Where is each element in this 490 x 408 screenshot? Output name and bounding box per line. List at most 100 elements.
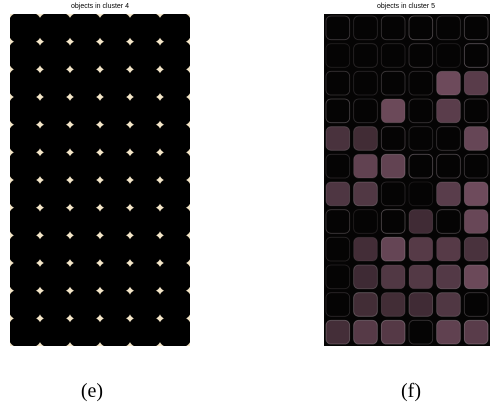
- mask-cell: [129, 40, 161, 71]
- mask-cell: [39, 206, 71, 237]
- mask-cell: [69, 123, 101, 154]
- mask-cell: [463, 70, 489, 96]
- mask-cell: [99, 68, 131, 98]
- mask-cell: [69, 68, 101, 98]
- mask-cell: [353, 98, 378, 124]
- mask-cell: [436, 126, 461, 151]
- mask-cell: [10, 123, 41, 154]
- mask-cell: [69, 14, 101, 43]
- mask-cell: [129, 96, 161, 126]
- mask-cell: [463, 209, 489, 234]
- panel-cluster-4: objects in cluster 4 (e): [0, 0, 200, 408]
- mask-cell: [129, 262, 161, 292]
- mask-cell: [39, 289, 71, 320]
- mask-cell: [353, 126, 378, 151]
- mask-cell: [159, 123, 190, 154]
- mask-cell: [353, 43, 378, 68]
- mask-cell: [436, 98, 461, 124]
- panel-e-title: objects in cluster 4: [71, 3, 129, 10]
- mask-cell: [69, 96, 101, 126]
- mask-cell: [436, 292, 461, 317]
- mask-cell: [69, 151, 101, 181]
- mask-cell: [463, 236, 489, 262]
- mask-cell: [380, 43, 406, 68]
- mask-cell: [436, 181, 461, 207]
- mask-cell: [69, 40, 101, 71]
- mask-cell: [39, 40, 71, 71]
- mask-cell: [99, 14, 131, 43]
- mask-cell: [129, 68, 161, 98]
- mask-cell: [380, 209, 406, 234]
- mask-cell: [10, 14, 41, 43]
- mask-cell: [353, 292, 378, 317]
- mask-cell: [159, 68, 190, 98]
- mask-cell: [159, 151, 190, 181]
- mask-cell: [159, 179, 190, 209]
- mask-cell: [129, 317, 161, 346]
- mask-cell: [380, 15, 406, 41]
- mask-cell: [380, 98, 406, 124]
- mask-cell: [159, 206, 190, 237]
- mask-cell: [325, 98, 351, 124]
- mask-cell: [69, 234, 101, 264]
- mask-cell: [39, 123, 71, 154]
- mask-cell: [463, 181, 489, 207]
- mask-cell: [99, 317, 131, 346]
- mask-cell: [380, 126, 406, 151]
- cluster-5-mask-image: [324, 14, 490, 346]
- mask-cell: [463, 15, 489, 41]
- panel-f-title: objects in cluster 5: [377, 3, 435, 10]
- mask-cell: [408, 292, 434, 317]
- mask-cell: [159, 40, 190, 71]
- mask-cell: [159, 262, 190, 292]
- mask-cell: [380, 181, 406, 207]
- mask-cell: [408, 98, 434, 124]
- mask-cell: [159, 14, 190, 43]
- mask-cell: [325, 15, 351, 41]
- mask-cell: [99, 151, 131, 181]
- mask-cell: [99, 206, 131, 237]
- cluster-4-mask-image: [10, 14, 190, 346]
- mask-cell: [69, 206, 101, 237]
- mask-cell: [380, 236, 406, 262]
- mask-cell: [10, 68, 41, 98]
- mask-cell: [129, 14, 161, 43]
- mask-cell: [408, 236, 434, 262]
- mask-cell: [10, 179, 41, 209]
- mask-cell: [380, 70, 406, 96]
- mask-cell: [39, 234, 71, 264]
- mask-cell: [325, 319, 351, 345]
- mask-cell: [99, 234, 131, 264]
- mask-cell: [10, 317, 41, 346]
- mask-cell: [353, 264, 378, 290]
- mask-background: [10, 14, 190, 346]
- mask-cell: [159, 234, 190, 264]
- mask-cell: [69, 289, 101, 320]
- mask-cell: [69, 317, 101, 346]
- mask-cell: [408, 319, 434, 345]
- mask-cell: [353, 209, 378, 234]
- mask-cell: [99, 123, 131, 154]
- mask-cell: [408, 264, 434, 290]
- mask-cell: [129, 179, 161, 209]
- mask-cell: [463, 43, 489, 68]
- mask-cell: [10, 262, 41, 292]
- mask-cell: [39, 14, 71, 43]
- mask-cell: [99, 40, 131, 71]
- mask-cell: [39, 179, 71, 209]
- mask-cell: [10, 40, 41, 71]
- mask-cell: [353, 15, 378, 41]
- mask-cell: [436, 15, 461, 41]
- mask-cell: [129, 123, 161, 154]
- mask-cell: [325, 209, 351, 234]
- mask-cell: [463, 264, 489, 290]
- mask-cell: [99, 179, 131, 209]
- mask-cell: [325, 43, 351, 68]
- mask-cell: [463, 292, 489, 317]
- mask-cell: [463, 98, 489, 124]
- panel-cluster-5: objects in cluster 5 (f): [320, 0, 490, 408]
- mask-cell: [10, 96, 41, 126]
- mask-cell: [325, 264, 351, 290]
- mask-cell: [436, 264, 461, 290]
- mask-cell: [325, 292, 351, 317]
